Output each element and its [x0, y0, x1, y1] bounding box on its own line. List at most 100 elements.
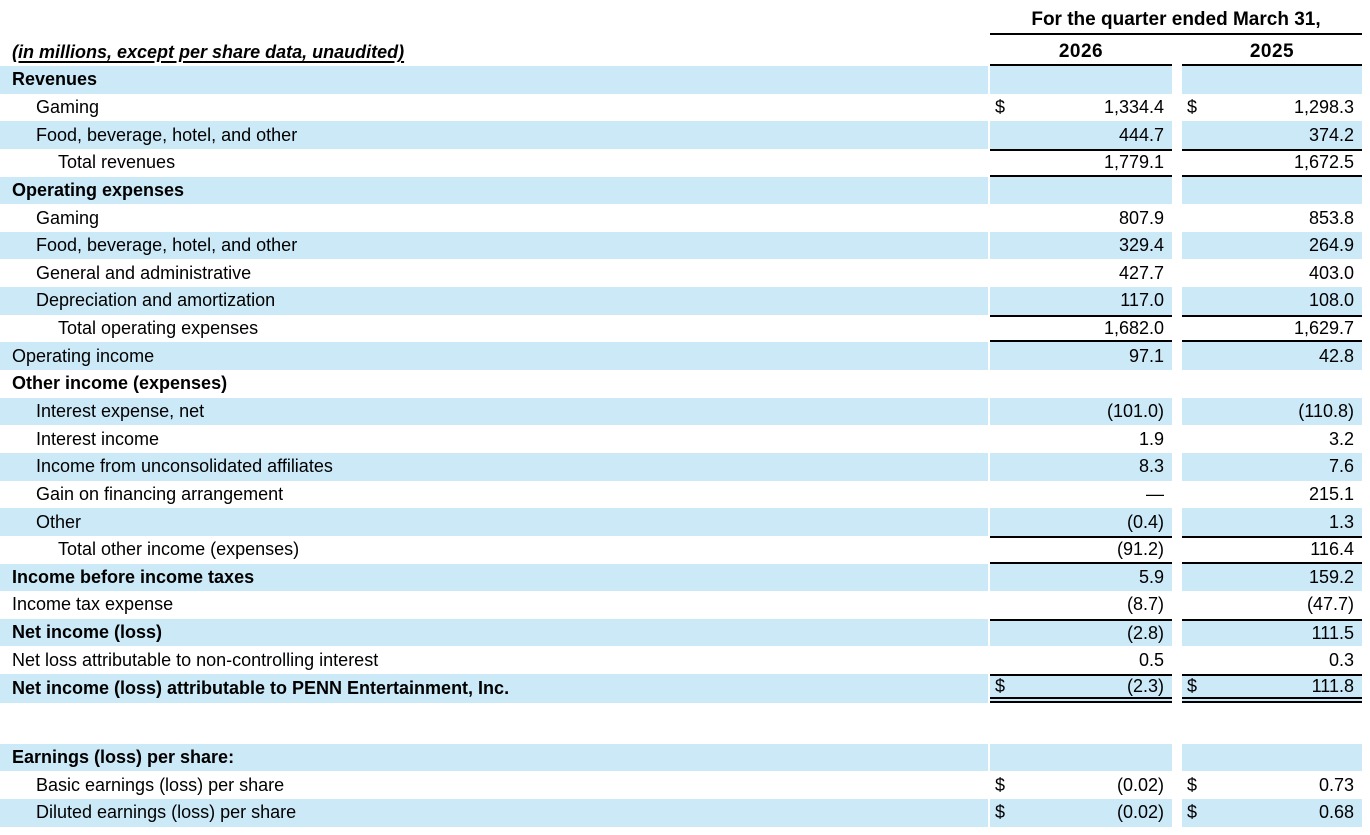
- value-2025: 215.1: [1308, 483, 1354, 504]
- row-label: Interest income: [0, 425, 988, 453]
- value-2025-cell: 264.9: [1182, 231, 1362, 260]
- column-gap: [1172, 149, 1182, 177]
- value-2025-cell: [1182, 176, 1362, 205]
- row-label: Gain on financing arrangement: [0, 481, 988, 509]
- right-margin: [1362, 66, 1370, 94]
- value-2025: 0.3: [1328, 649, 1354, 670]
- value-2026: 0.5: [1138, 649, 1164, 670]
- row-label-text: Gaming: [36, 207, 100, 228]
- table-row: Food, beverage, hotel, and other 444.7 374…: [0, 121, 1370, 149]
- value-2026-cell: $ (0.02): [990, 771, 1172, 799]
- value-2025: 111.8: [1311, 676, 1354, 697]
- value-2026-cell: $1,334.4: [990, 94, 1172, 122]
- column-gap: [1172, 342, 1182, 370]
- value-2026-cell: 444.7: [990, 121, 1172, 149]
- row-label: Basic earnings (loss) per share: [0, 771, 988, 799]
- period-header: For the quarter ended March 31,: [990, 0, 1362, 35]
- row-label: Net income (loss) attributable to PENN E…: [0, 674, 988, 704]
- value-2026-cell: [990, 176, 1172, 205]
- value-2025: 42.8: [1318, 345, 1354, 366]
- row-label-text: Depreciation and amortization: [36, 290, 276, 311]
- row-label-text: Basic earnings (loss) per share: [36, 774, 285, 795]
- column-gap: [1172, 564, 1182, 592]
- right-margin: [1362, 619, 1370, 647]
- right-margin: [1362, 508, 1370, 536]
- value-2025-cell: 1.3: [1182, 508, 1362, 536]
- column-gap: [1172, 508, 1182, 536]
- value-2026: 329.4: [1118, 235, 1164, 256]
- table-row: Revenues: [0, 66, 1370, 94]
- value-2026: —: [1146, 483, 1164, 504]
- right-margin: [1362, 121, 1370, 149]
- column-gap: [1172, 121, 1182, 149]
- dollar-sign: $: [1187, 96, 1198, 117]
- right-margin: [1362, 342, 1370, 370]
- right-margin: [1362, 398, 1370, 426]
- table-row: Diluted earnings (loss) per share $ (0.02)…: [0, 799, 1370, 827]
- right-margin: [1362, 287, 1370, 315]
- row-label: Income tax expense: [0, 591, 988, 619]
- value-2025: 0.68: [1318, 802, 1354, 823]
- year-column-header-2026: 2026: [990, 35, 1172, 66]
- row-label-text: Net income (loss): [12, 622, 163, 643]
- right-margin: [1362, 204, 1370, 232]
- right-margin: [1362, 35, 1370, 66]
- value-2026-cell: 1,682.0: [990, 314, 1172, 343]
- right-margin: [1362, 744, 1370, 772]
- right-margin: [1362, 481, 1370, 509]
- column-gap: [1172, 646, 1182, 674]
- row-label-text: Other income (expenses): [12, 373, 228, 394]
- row-label-text: Food, beverage, hotel, and other: [36, 124, 298, 145]
- table-row: Operating expenses: [0, 176, 1370, 205]
- row-label: Food, beverage, hotel, and other: [0, 121, 988, 149]
- dollar-sign: $: [995, 774, 1006, 795]
- value-2026-cell: (8.7): [990, 591, 1172, 619]
- row-label: Earnings (loss) per share:: [0, 743, 988, 772]
- right-margin: [1362, 177, 1370, 205]
- row-label-text: Gaming: [36, 96, 100, 117]
- value-2025: 116.4: [1310, 539, 1354, 560]
- value-2026-cell: 807.9: [990, 204, 1172, 232]
- value-2025-cell: (110.8): [1182, 397, 1362, 426]
- right-margin: [1362, 149, 1370, 177]
- row-label-text: Earnings (loss) per share:: [12, 747, 235, 768]
- row-label: Gaming: [0, 204, 988, 232]
- value-2025-cell: 108.0: [1182, 287, 1362, 315]
- row-label: Operating expenses: [0, 176, 988, 205]
- year-header-row: (in millions, except per share data, una…: [0, 35, 1370, 66]
- row-label-text: Interest expense, net: [36, 401, 205, 421]
- table-row: Total revenues 1,779.1 1,672.5: [0, 148, 1370, 177]
- table-row: Earnings (loss) per share:: [0, 743, 1370, 772]
- table-row: Interest expense, net (101.0) (110.8): [0, 397, 1370, 426]
- period-header-row: For the quarter ended March 31,: [0, 0, 1370, 35]
- value-2025-cell: 0.3: [1182, 646, 1362, 674]
- row-label: Interest expense, net: [0, 397, 988, 426]
- column-gap: [1172, 66, 1182, 94]
- value-2026: (91.2): [1116, 539, 1164, 560]
- column-gap: [1172, 481, 1182, 509]
- row-label: Total other income (expenses): [0, 536, 988, 564]
- value-2025: 0.73: [1318, 774, 1354, 795]
- value-2026: 444.7: [1118, 124, 1164, 145]
- value-2025-cell: 3.2: [1182, 425, 1362, 453]
- value-2025: 374.2: [1308, 124, 1354, 145]
- value-2026: 8.3: [1138, 456, 1164, 477]
- column-gap: [1172, 799, 1182, 827]
- value-2026-cell: (91.2): [990, 535, 1172, 564]
- value-2026: 427.7: [1118, 262, 1164, 283]
- value-2025-cell: 111.5: [1182, 618, 1362, 647]
- row-label: Income before income taxes: [0, 563, 988, 592]
- value-2026-cell: 5.9: [990, 563, 1172, 592]
- table-row: Food, beverage, hotel, and other 329.4 264…: [0, 231, 1370, 260]
- right-margin: [1362, 370, 1370, 398]
- value-2026-cell: 427.7: [990, 259, 1172, 287]
- table-row: Other (0.4) 1.3: [0, 508, 1370, 536]
- row-label-text: Income tax expense: [12, 594, 174, 615]
- value-2026: (2.3): [1126, 676, 1164, 697]
- value-2025: 264.9: [1308, 235, 1354, 256]
- table-row: Basic earnings (loss) per share $ (0.02) $0…: [0, 771, 1370, 799]
- value-2025-cell: $0.68: [1182, 799, 1362, 827]
- value-2025-cell: 116.4: [1182, 535, 1362, 564]
- row-label-text: Net income (loss) attributable to PENN E…: [12, 678, 510, 699]
